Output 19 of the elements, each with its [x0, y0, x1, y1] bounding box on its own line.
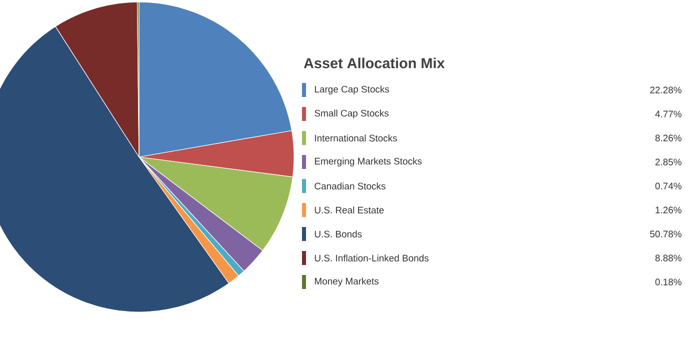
data-label: 4.77%	[655, 110, 682, 118]
legend-label: U.S. Real Estate	[314, 206, 384, 214]
legend-label: Money Markets	[314, 278, 379, 286]
data-label: 8.88%	[655, 254, 682, 262]
data-label: 1.26%	[656, 206, 682, 214]
data-label: 8.26%	[655, 134, 682, 142]
legend-label: U.S. Inflation-Linked Bonds	[314, 254, 429, 262]
data-label: 22.28%	[650, 86, 682, 94]
data-label: 2.85%	[655, 158, 682, 166]
legend-label: International Stocks	[315, 134, 397, 142]
text: Asset Allocation Mix	[304, 58, 445, 68]
legend-label: Canadian Stocks	[314, 182, 386, 190]
data-label: 0.74%	[655, 182, 682, 190]
legend-label: Small Cap Stocks	[314, 110, 389, 118]
legend-label: U.S. Bonds	[314, 230, 362, 238]
legend-label: Large Cap Stocks	[314, 86, 390, 94]
data-label: 0.18%	[655, 278, 682, 286]
data-label: 50.78%	[650, 230, 682, 238]
legend-label: Emerging Markets Stocks	[314, 158, 422, 166]
